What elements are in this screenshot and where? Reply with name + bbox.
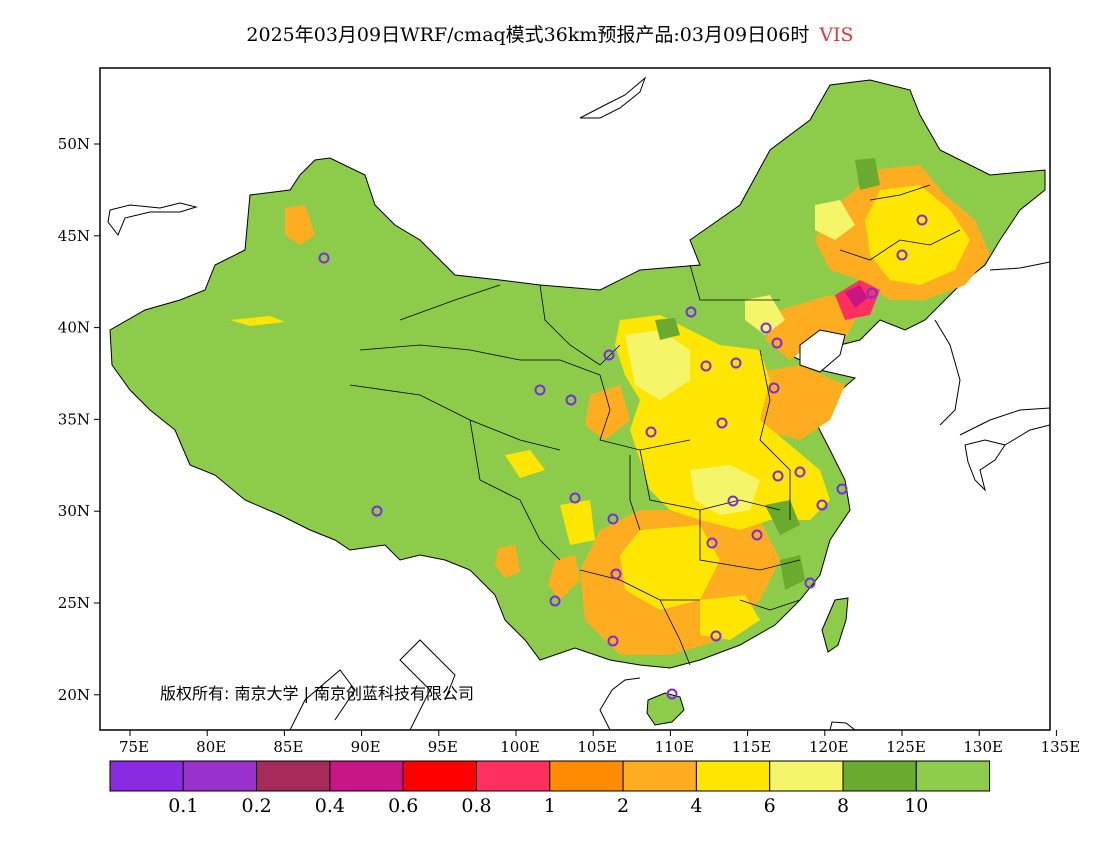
lon-label: 100E xyxy=(500,738,540,756)
colorbar-tick-label: 0.8 xyxy=(461,795,491,817)
station-marker xyxy=(534,384,546,396)
colorbar-swatch xyxy=(109,760,184,792)
lat-label: 45N xyxy=(58,227,90,245)
station-marker xyxy=(866,287,878,299)
copyright-notice: 版权所有: 南京大学 | 南京创蓝科技有限公司 xyxy=(160,684,475,703)
colorbar-swatch xyxy=(182,760,258,792)
station-marker xyxy=(794,466,806,478)
latitude-labels: 50N 45N 40N 35N 30N 25N 20N xyxy=(58,135,90,704)
station-marker xyxy=(565,394,577,406)
station-marker xyxy=(700,360,712,372)
longitude-labels: 75E 80E 85E 90E 95E 100E 105E 110E 115E 120E 125E 1… xyxy=(119,738,1080,756)
map-title: 2025年03月09日WRF/cmaq模式36km预报产品:03月09日06时 V… xyxy=(0,20,1100,47)
station-marker xyxy=(371,505,383,517)
station-marker xyxy=(610,568,622,580)
map-content xyxy=(107,76,1050,730)
colorbar-tick-label: 0.2 xyxy=(241,795,271,817)
colorbar xyxy=(109,760,991,792)
station-marker xyxy=(816,499,828,511)
lon-label: 75E xyxy=(119,738,149,756)
longitude-ticks xyxy=(129,730,1057,736)
colorbar-swatch xyxy=(402,760,478,792)
station-marker xyxy=(685,306,697,318)
neighbour-coastlines xyxy=(107,76,1050,730)
colorbar-tick-label: 8 xyxy=(837,795,849,817)
colorbar-tick-label: 0.6 xyxy=(388,795,418,817)
station-marker xyxy=(710,630,722,642)
colorbar-tick-label: 4 xyxy=(690,795,702,817)
station-marker xyxy=(603,349,615,361)
lon-label: 125E xyxy=(886,738,926,756)
colorbar-tick-label: 2 xyxy=(617,795,629,817)
vis-band-6-8km xyxy=(625,200,855,515)
station-marker xyxy=(607,513,619,525)
lat-label: 20N xyxy=(58,686,90,704)
lat-label: 40N xyxy=(58,319,90,337)
colorbar-swatch xyxy=(622,760,697,792)
title-text: 2025年03月09日WRF/cmaq模式36km预报产品:03月09日06时 xyxy=(246,24,810,46)
vis-band-4-6km xyxy=(230,185,970,640)
lon-label: 95E xyxy=(428,738,458,756)
station-marker xyxy=(569,492,581,504)
bohai-sea xyxy=(799,329,846,373)
station-marker xyxy=(727,495,739,507)
title-variable: VIS xyxy=(819,24,854,46)
colorbar-swatch xyxy=(549,760,624,792)
station-marker xyxy=(549,595,561,607)
station-marker xyxy=(706,537,718,549)
station-marker xyxy=(772,470,784,482)
station-marker xyxy=(760,322,772,334)
station-marker xyxy=(666,688,678,700)
province-borders xyxy=(349,184,961,666)
colorbar-swatch xyxy=(769,760,844,792)
station-marker xyxy=(607,635,619,647)
colorbar-tick-label: 10 xyxy=(904,795,928,817)
colorbar-swatch xyxy=(842,760,917,792)
lon-label: 120E xyxy=(809,738,849,756)
station-marker xyxy=(730,357,742,369)
station-markers xyxy=(318,214,928,700)
station-marker xyxy=(916,214,928,226)
colorbar-labels: 0.1 0.2 0.4 0.6 0.8 1 2 4 6 8 10 xyxy=(168,795,928,817)
colorbar-swatch xyxy=(476,760,551,792)
station-marker xyxy=(804,577,816,589)
lon-label: 130E xyxy=(963,738,1003,756)
lat-label: 25N xyxy=(58,594,90,612)
lon-label: 90E xyxy=(351,738,381,756)
station-marker xyxy=(896,249,908,261)
hainan-island xyxy=(646,692,685,726)
taiwan-island xyxy=(821,597,849,653)
station-marker xyxy=(768,382,780,394)
lat-label: 35N xyxy=(58,410,90,428)
colorbar-tick-label: 0.4 xyxy=(315,795,345,817)
lon-label: 80E xyxy=(196,738,226,756)
station-marker xyxy=(645,426,657,438)
colorbar-swatch xyxy=(256,760,331,792)
lon-label: 105E xyxy=(577,738,617,756)
colorbar-swatch xyxy=(915,760,991,792)
station-marker xyxy=(836,483,848,495)
lon-label: 85E xyxy=(273,738,303,756)
colorbar-swatch xyxy=(329,760,404,792)
lon-label: 110E xyxy=(655,738,695,756)
latitude-ticks xyxy=(94,143,100,696)
lat-label: 50N xyxy=(58,135,90,153)
station-marker xyxy=(716,417,728,429)
colorbar-swatch xyxy=(695,760,771,792)
colorbar-tick-label: 6 xyxy=(764,795,776,817)
station-marker xyxy=(318,252,330,264)
map-frame xyxy=(99,67,1051,731)
colorbar-tick-label: 0.1 xyxy=(168,795,198,817)
station-marker xyxy=(771,337,783,349)
station-marker xyxy=(751,529,763,541)
lat-label: 30N xyxy=(58,502,90,520)
lon-label: 135E xyxy=(1041,738,1081,756)
lon-label: 115E xyxy=(732,738,772,756)
colorbar-tick-label: 1 xyxy=(544,795,556,817)
